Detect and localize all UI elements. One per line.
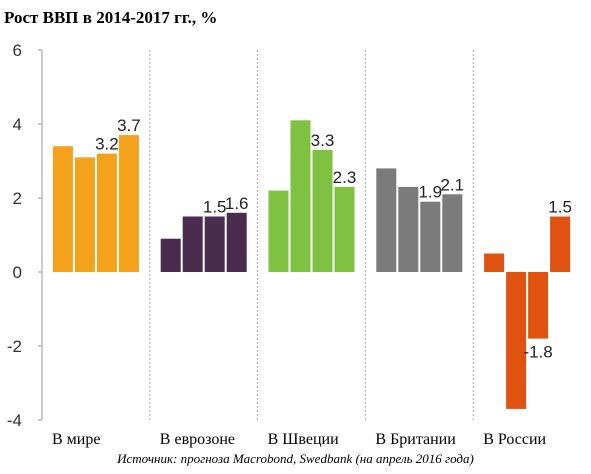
bar xyxy=(118,135,139,272)
bar xyxy=(96,153,117,272)
y-tick-label: 0 xyxy=(13,263,22,282)
category-label: В Швеции xyxy=(268,431,340,448)
bar xyxy=(290,120,311,272)
data-label: 3.2 xyxy=(95,135,119,154)
bar xyxy=(268,190,289,272)
data-label: -1.8 xyxy=(523,343,552,362)
bar xyxy=(506,272,527,409)
y-tick-label: 6 xyxy=(13,41,22,60)
bar xyxy=(74,157,95,272)
data-label: 3.7 xyxy=(117,116,141,135)
bar xyxy=(528,272,549,339)
y-tick-label: -2 xyxy=(7,337,22,356)
data-label: 1.5 xyxy=(548,198,572,217)
chart-title: Рост ВВП в 2014-2017 гг., % xyxy=(4,8,218,27)
category-label: В мире xyxy=(52,431,100,448)
category-label: В Британии xyxy=(375,431,456,448)
bar xyxy=(182,216,203,272)
category-label: В еврозоне xyxy=(160,431,235,448)
bar xyxy=(204,216,225,272)
y-tick-label: -4 xyxy=(7,411,22,430)
bar xyxy=(398,186,419,272)
bar xyxy=(312,149,333,272)
bar xyxy=(550,216,571,272)
source-note: Источник: прогноза Macrobond, Swedbank (… xyxy=(117,451,474,466)
data-label: 1.9 xyxy=(418,183,442,202)
category-label: В России xyxy=(483,431,546,448)
bar xyxy=(420,201,441,272)
y-tick-label: 2 xyxy=(13,189,22,208)
bar xyxy=(484,253,505,272)
data-label: 3.3 xyxy=(311,131,335,150)
data-label: 1.5 xyxy=(203,198,227,217)
data-label: 2.1 xyxy=(440,175,464,194)
y-tick-label: 4 xyxy=(13,115,22,134)
bar xyxy=(52,146,73,272)
bar xyxy=(334,186,355,272)
data-label: 1.6 xyxy=(225,194,249,213)
bar xyxy=(376,168,397,272)
data-label: 2.3 xyxy=(333,168,357,187)
bar xyxy=(160,238,181,272)
bar xyxy=(226,212,247,272)
bar xyxy=(442,194,463,272)
